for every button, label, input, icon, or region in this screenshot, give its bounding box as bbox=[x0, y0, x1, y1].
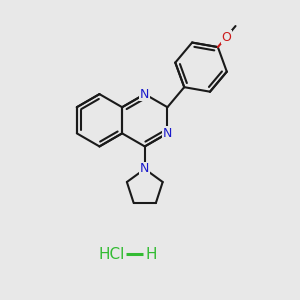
Text: HCl: HCl bbox=[98, 247, 125, 262]
Text: H: H bbox=[146, 247, 157, 262]
Text: N: N bbox=[140, 163, 149, 176]
Text: N: N bbox=[140, 88, 149, 100]
Text: N: N bbox=[163, 127, 172, 140]
Text: N: N bbox=[140, 166, 149, 179]
Text: O: O bbox=[221, 31, 231, 44]
